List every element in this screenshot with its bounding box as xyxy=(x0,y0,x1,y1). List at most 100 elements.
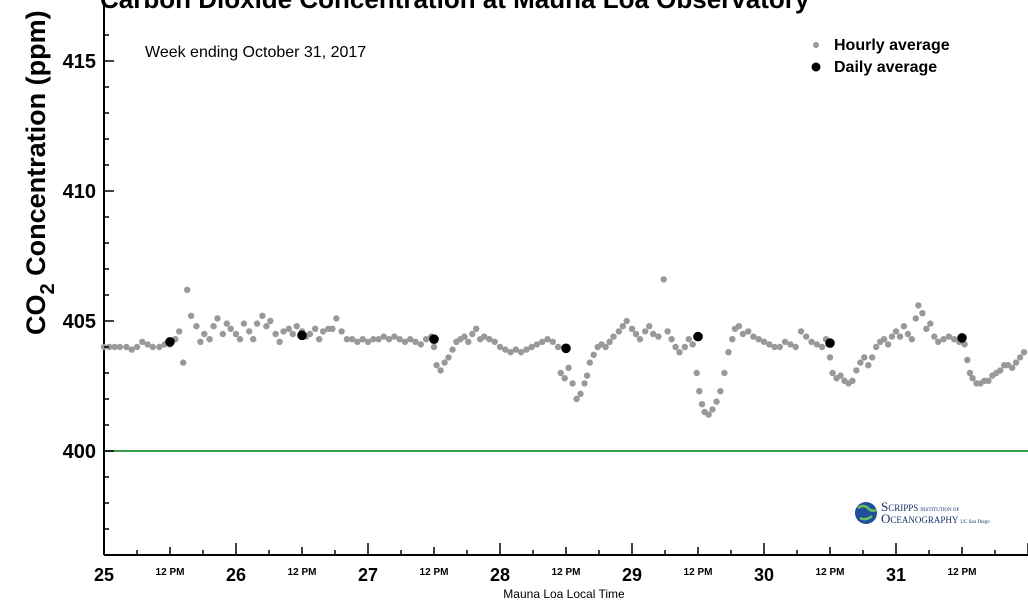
chart-title: Carbon Dioxide Concentration at Mauna Lo… xyxy=(100,0,810,14)
hourly-point xyxy=(865,362,872,369)
hourly-point xyxy=(623,317,630,325)
hourly-point xyxy=(689,341,696,348)
hourly-point xyxy=(713,398,720,405)
hourly-point xyxy=(750,333,757,340)
hourly-point xyxy=(343,336,351,343)
hourly-point xyxy=(280,328,287,335)
hourly-point xyxy=(849,377,856,384)
hourly-point xyxy=(829,369,836,377)
hourly-point xyxy=(705,411,712,418)
hourly-point xyxy=(364,338,372,345)
x-tick-label-day: 31 xyxy=(886,565,906,585)
hourly-point xyxy=(1016,354,1024,361)
legend: Hourly average Daily average xyxy=(811,37,950,76)
hourly-point xyxy=(685,336,692,343)
hourly-point xyxy=(813,341,820,348)
x-axis-label: Mauna Loa Local Time xyxy=(503,587,625,600)
data-points xyxy=(100,276,1028,418)
hourly-point xyxy=(655,333,662,340)
hourly-point xyxy=(873,343,880,351)
hourly-point xyxy=(577,390,584,397)
hourly-point xyxy=(469,330,476,338)
hourly-point xyxy=(787,341,794,348)
hourly-point xyxy=(771,343,778,351)
daily-point xyxy=(693,331,703,342)
hourly-point xyxy=(660,276,667,283)
hourly-point xyxy=(359,336,366,343)
hourly-point xyxy=(338,328,345,335)
ylabel-co: CO xyxy=(21,295,51,336)
hourly-point xyxy=(642,328,649,335)
daily-point xyxy=(957,333,967,343)
hourly-point xyxy=(803,333,810,340)
hourly-point xyxy=(412,338,419,345)
hourly-point xyxy=(636,336,644,343)
hourly-point xyxy=(496,343,504,351)
hourly-point xyxy=(549,338,556,345)
hourly-point xyxy=(696,388,703,395)
hourly-point xyxy=(745,328,752,335)
hourly-point xyxy=(880,336,888,343)
hourly-point xyxy=(632,330,640,338)
x-tick-label-noon: 12 PM xyxy=(684,567,713,578)
y-tick-label: 405 xyxy=(63,311,96,333)
hourly-point xyxy=(250,336,257,343)
x-tick-label-day: 29 xyxy=(622,565,642,585)
hourly-point xyxy=(517,349,525,356)
hourly-point xyxy=(969,375,976,382)
daily-point xyxy=(297,330,307,341)
hourly-point xyxy=(1009,364,1016,371)
hourly-point xyxy=(396,336,403,343)
hourly-point xyxy=(961,341,968,348)
hourly-point xyxy=(583,372,591,379)
hourly-point xyxy=(544,336,551,343)
logo-ceanography: CEANOGRAPHY xyxy=(890,515,959,525)
hourly-point xyxy=(797,328,805,335)
hourly-point xyxy=(333,315,340,322)
hourly-point xyxy=(176,328,183,335)
hourly-point xyxy=(139,338,146,345)
hourly-point xyxy=(781,338,789,345)
hourly-point xyxy=(276,338,283,345)
hourly-point xyxy=(149,343,156,351)
hourly-point xyxy=(380,333,387,340)
legend-label-hourly: Hourly average xyxy=(834,37,950,54)
hourly-point xyxy=(646,323,653,330)
hourly-point xyxy=(760,338,768,345)
hourly-point xyxy=(668,336,675,343)
hourly-point xyxy=(430,343,438,351)
hourly-point xyxy=(116,343,124,351)
hourly-point xyxy=(606,338,613,345)
daily-point xyxy=(561,343,571,354)
hourly-point xyxy=(581,380,588,387)
ylabel-subscript: 2 xyxy=(37,283,59,294)
hourly-point xyxy=(187,312,195,319)
hourly-point xyxy=(111,343,118,351)
hourly-point xyxy=(569,380,576,387)
hourly-point xyxy=(223,320,230,327)
hourly-point xyxy=(401,338,409,345)
hourly-point xyxy=(106,343,113,351)
x-tick-label-day: 26 xyxy=(226,565,246,585)
hourly-point xyxy=(818,343,826,351)
hourly-point xyxy=(826,354,834,361)
hourly-point xyxy=(904,330,912,338)
hourly-point xyxy=(869,354,876,361)
hourly-point xyxy=(441,359,448,366)
hourly-point xyxy=(206,336,213,343)
y-tick-label: 410 xyxy=(63,181,96,203)
axis-ticks: 400 405 410 415 25 26 27 28 29 30 31 12 PM 12 PM 12 P… xyxy=(63,34,1028,585)
hourly-point xyxy=(133,343,141,351)
hourly-point xyxy=(554,343,562,351)
hourly-point xyxy=(354,338,361,345)
scripps-logo: SCRIPPS INSTITUTION OF OCEANOGRAPHY UC San… xyxy=(855,499,990,526)
hourly-point xyxy=(306,330,314,338)
legend-marker-hourly xyxy=(813,42,819,48)
hourly-point xyxy=(267,317,274,325)
hourly-point xyxy=(253,320,261,327)
svg-text:CO2 Concentration (ppm): CO2 Concentration (ppm) xyxy=(21,10,59,335)
hourly-point xyxy=(312,325,319,332)
hourly-point xyxy=(776,343,783,351)
hourly-point xyxy=(445,354,452,361)
